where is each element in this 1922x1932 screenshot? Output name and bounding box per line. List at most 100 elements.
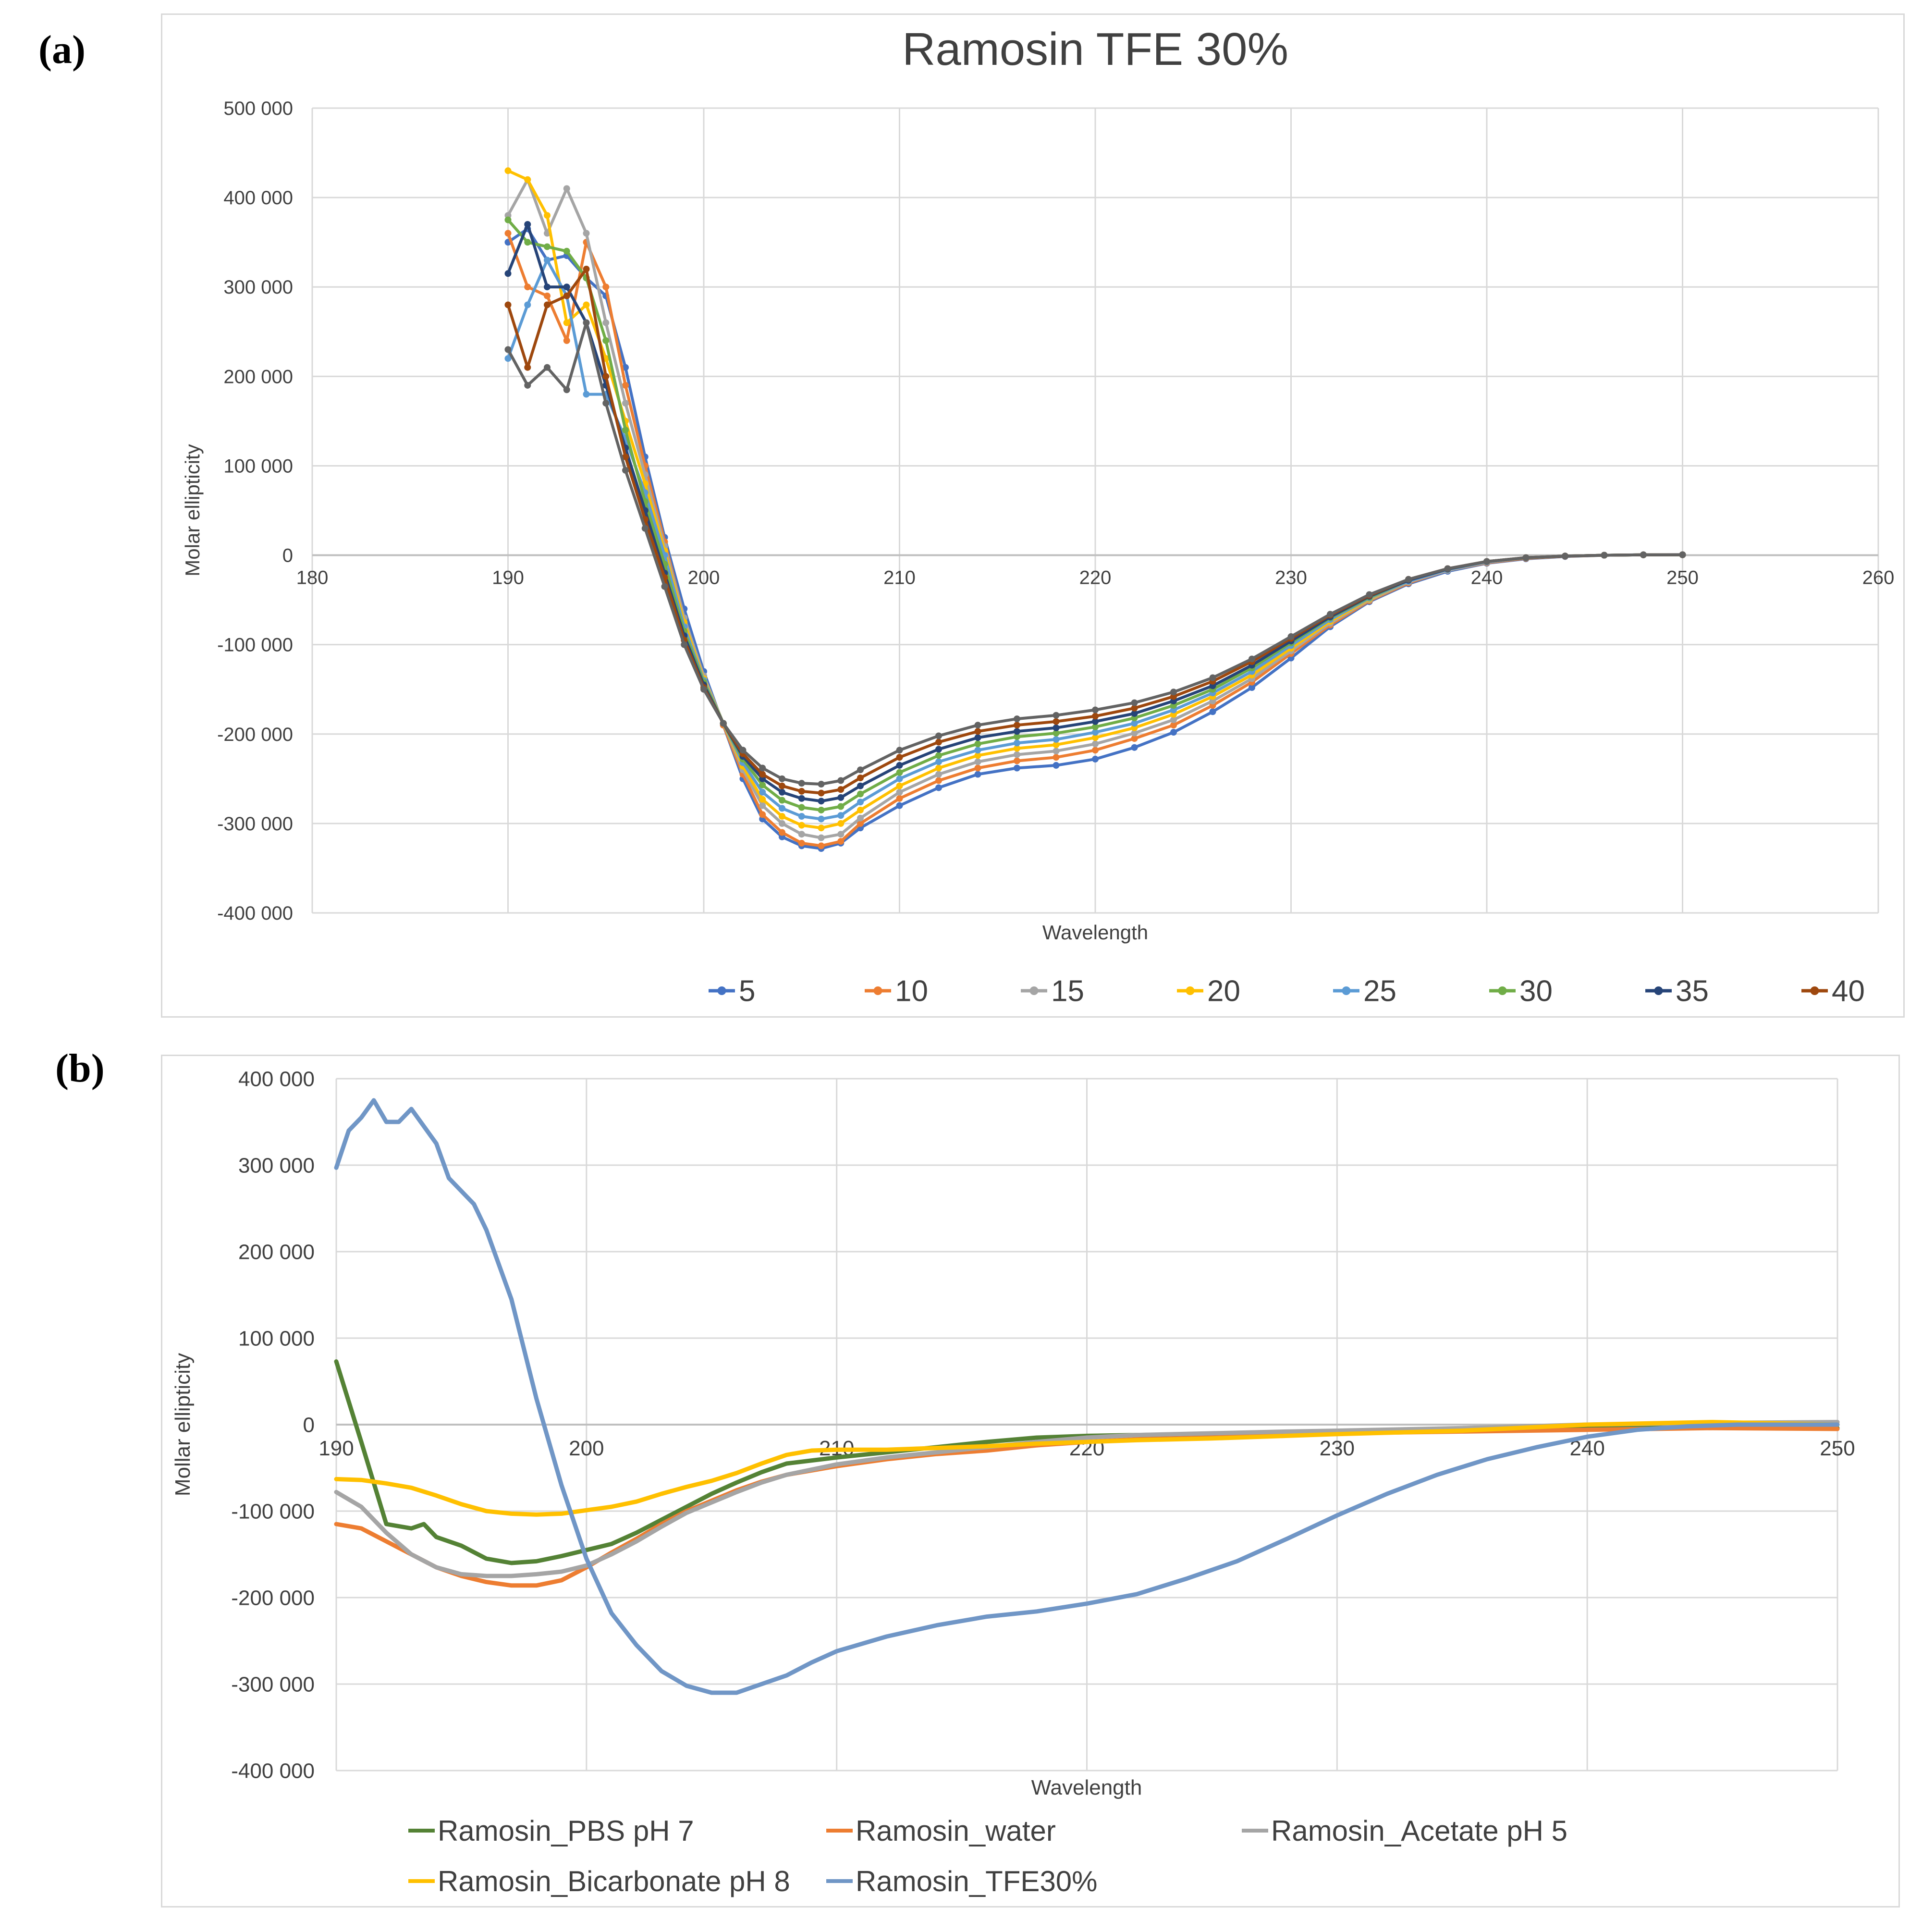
chart-a-data-point (798, 804, 805, 811)
chart-a-data-point (583, 391, 590, 398)
chart-a-data-point (583, 319, 590, 326)
chart-a-data-point (1170, 689, 1177, 696)
chart-b-y-tick-label: 300 000 (238, 1154, 315, 1177)
chart-b-y-tick-label: -200 000 (231, 1586, 315, 1610)
chart-a-data-point (720, 720, 727, 727)
chart-a-data-point (681, 641, 688, 648)
chart-a-data-point (837, 786, 845, 793)
chart-a-data-point (779, 782, 785, 789)
chart-a-legend-marker (1810, 986, 1819, 995)
chart-a-data-point (1053, 762, 1060, 769)
chart-a-data-point (896, 762, 903, 769)
chart-a-data-point (1131, 710, 1138, 717)
chart-a-x-tick-label: 240 (1471, 567, 1503, 589)
chart-a-x-tick-label: 210 (883, 567, 916, 589)
chart-a-data-point (1092, 747, 1099, 754)
chart-a-data-point (1131, 729, 1138, 737)
chart-a-data-point (1444, 565, 1451, 572)
chart-a-data-point (1640, 551, 1647, 558)
chart-a-data-point (974, 740, 981, 748)
chart-b-y-tick-label: -400 000 (231, 1759, 315, 1783)
chart-a-data-point (779, 820, 785, 827)
chart-a-data-point (563, 337, 570, 344)
chart-a-data-point (1327, 611, 1334, 618)
chart-a-data-point (818, 781, 825, 788)
chart-a-y-tick-label: -300 000 (217, 813, 293, 835)
chart-a-data-point (524, 176, 531, 183)
chart-a-data-point (759, 764, 766, 772)
chart-a-data-point (1092, 734, 1099, 741)
chart-a-data-point (779, 805, 785, 812)
chart-a-data-point (544, 292, 551, 299)
chart-a-data-point (759, 781, 766, 788)
chart-a-data-point (622, 364, 629, 371)
chart-a-data-point (1092, 718, 1099, 725)
chart-a-x-tick-label: 260 (1862, 567, 1895, 589)
panel-b-label: (b) (55, 1046, 105, 1091)
chart-a-data-point (1405, 576, 1412, 583)
chart-a-data-point (974, 764, 981, 772)
chart-a-data-point (544, 243, 551, 250)
chart-a-data-point (837, 831, 845, 838)
chart-a-data-point (759, 771, 766, 778)
chart-a-data-point (583, 266, 590, 272)
chart-a-data-point (779, 797, 785, 804)
chart-a-data-point (1092, 713, 1099, 720)
chart-a-data-point (837, 794, 845, 801)
chart-a-y-tick-label: 200 000 (223, 366, 293, 387)
chart-b-x-tick-label: 250 (1820, 1437, 1855, 1460)
chart-a-data-point (1170, 729, 1177, 736)
chart-b-y-tick-label: -100 000 (231, 1500, 315, 1523)
chart-a-data-point (583, 301, 590, 308)
chart-a-data-point (935, 784, 942, 791)
chart-a-x-tick-label: 180 (296, 567, 329, 589)
chart-a-data-point (602, 319, 610, 326)
chart-a-legend-label: 40 (1832, 975, 1865, 1008)
chart-a-data-point (622, 427, 629, 433)
chart-a-data-point (524, 239, 531, 246)
chart-a-data-point (524, 301, 531, 308)
chart-a-data-point (1249, 684, 1255, 691)
chart-a-data-point (798, 780, 805, 787)
chart-a-data-point (739, 747, 747, 754)
chart-a-data-point (524, 221, 531, 228)
chart-b-x-tick-label: 200 (569, 1437, 604, 1460)
chart-a-data-point (935, 738, 942, 746)
chart-a-legend-label: 15 (1051, 975, 1084, 1008)
chart-a-data-point (759, 802, 766, 809)
chart-a-data-point (798, 839, 805, 847)
chart-a-data-point (798, 831, 805, 838)
panel-a-label: (a) (38, 27, 86, 72)
chart-a-data-point (602, 400, 610, 407)
chart-a-data-point (896, 775, 903, 782)
chart-a-data-point (974, 722, 981, 729)
chart-a-data-point (563, 386, 570, 394)
chart-a-x-tick-label: 200 (688, 567, 720, 589)
chart-b-x-tick-label: 230 (1320, 1437, 1355, 1460)
chart-a-data-point (1209, 674, 1216, 681)
chart-b-x-axis-label: Wavelength (1031, 1776, 1142, 1799)
chart-a-data-point (935, 752, 942, 759)
chart-a-data-point (563, 319, 570, 326)
chart-a-legend-label: 20 (1207, 975, 1240, 1008)
chart-a-data-point (1053, 736, 1060, 743)
chart-a-data-point (602, 337, 610, 344)
chart-a-data-point (641, 525, 649, 532)
chart-a-data-point (974, 734, 981, 741)
chart-a-data-point (818, 824, 825, 832)
chart-a-data-point (504, 346, 512, 353)
chart-b-frame (161, 1055, 1900, 1907)
chart-a-data-point (779, 813, 785, 820)
chart-b-x-tick-label: 190 (318, 1437, 354, 1460)
chart-a-y-tick-label: 400 000 (223, 187, 293, 209)
chart-a-data-point (779, 829, 785, 836)
chart-a-data-point (1053, 748, 1060, 755)
chart-a-data-point (818, 798, 825, 805)
chart-a-data-point (524, 283, 531, 291)
chart-a-data-point (504, 230, 512, 237)
chart-a-data-point (798, 813, 805, 820)
chart-a-data-point (504, 355, 512, 362)
chart-a-data-point (1562, 553, 1568, 560)
chart-a-data-point (700, 686, 707, 693)
